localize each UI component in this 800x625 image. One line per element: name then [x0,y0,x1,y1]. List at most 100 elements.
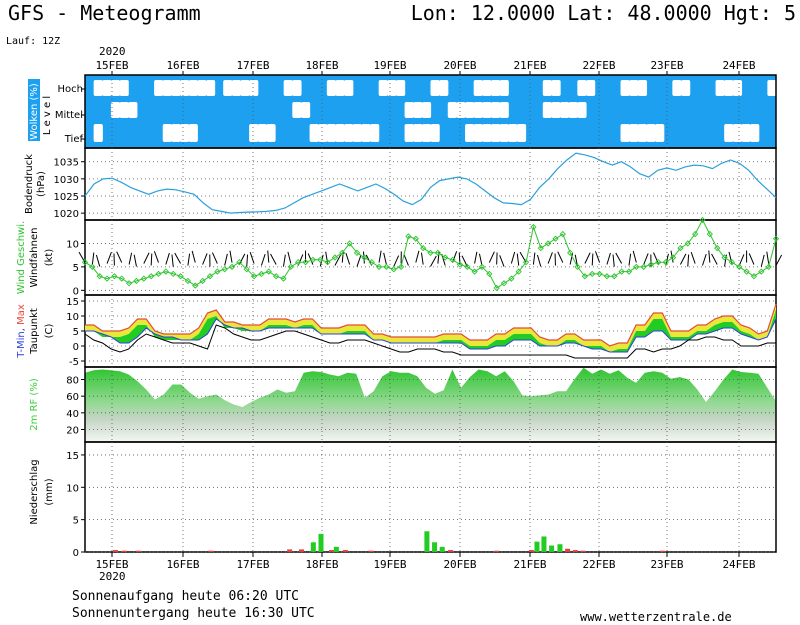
y-tick-label: 1035 [54,158,79,169]
wind-speed-point [522,259,530,266]
wind-speed-point [633,263,640,271]
y-tick-label: 10 [66,483,79,494]
wind-speed-point [206,273,214,280]
high-cloud [171,80,181,96]
wind-barb [632,250,637,263]
high-cloud [162,80,172,96]
day-label: 17FEB [236,558,269,571]
high-cloud [223,80,233,96]
mid-cloud [560,102,570,118]
mid-cloud [542,102,553,118]
precip-bar [549,545,555,552]
wind-speed-point [684,240,691,247]
precip-bar [557,544,563,552]
cloud-level-label: Hoch [58,84,83,95]
y-tick-label: 5 [73,516,79,527]
wind-barb [191,250,196,263]
wind-speed-point [596,270,603,278]
wind-speed-point [471,268,478,275]
wind-speed-point [243,266,250,273]
wind-barb [612,254,615,267]
wind-speed-point [81,259,89,266]
wind-barb [760,254,765,267]
dewpoint-line [84,324,776,359]
source-link[interactable]: www.wetterzentrale.de [580,610,732,624]
day-label: 18FEB [305,558,338,571]
wind-barb [532,252,536,265]
wind-barb [488,251,495,263]
low-cloud [508,124,518,142]
wind-barb [171,254,174,267]
low-cloud [413,124,423,142]
wind-speed-point [265,268,272,275]
low-cloud [646,124,656,142]
y-tick-label: 20 [66,426,79,437]
mid-cloud [568,102,578,118]
precip-bar [580,550,586,552]
y-tick-label: 0 [73,548,79,559]
precip-bar [572,550,578,552]
wind-barb [229,250,233,263]
wind-barb [557,251,564,263]
wind-speed-point [493,284,500,292]
high-cloud [499,80,509,96]
low-cloud [370,124,380,142]
wind-barb [595,251,601,263]
temp-range-band [85,310,776,352]
low-cloud [162,124,172,142]
wind-barb [665,253,669,266]
precipitation-frame [84,441,777,553]
wind-speed-point [383,263,390,271]
wind-barb [536,254,542,267]
chart-title: GFS - Meteogramm [8,1,201,25]
wind-speed-point [155,270,162,278]
high-cloud [231,80,242,96]
precip-bar [534,541,540,552]
wind-speed-point [464,263,471,271]
low-cloud [352,124,362,142]
wind-speed-point [89,263,96,271]
wind-speed-point [272,273,280,280]
y-tick-label: -5 [69,357,79,368]
precip-bar [208,550,214,552]
y-tick-label: 10 [66,312,79,323]
cloud-level-label: Tief [64,134,84,145]
wind-barb [690,252,696,264]
day-label: 22FEB [582,59,615,72]
y-axis-label: Wolken (%) [29,83,40,140]
wind-barb [334,254,342,266]
wind-barb [708,250,711,263]
day-label: 19FEB [373,59,406,72]
wind-speed-point [552,235,559,242]
low-cloud [404,124,414,142]
low-cloud [516,124,527,142]
low-cloud [188,124,198,142]
wind-barb [499,255,505,267]
year-top: 2020 [99,45,126,58]
low-cloud [344,124,354,142]
high-cloud [439,80,449,96]
precip-bar [342,550,348,552]
wind-speed-point [375,263,383,271]
wind-speed-point [478,263,486,271]
low-cloud [266,124,276,142]
low-cloud [335,124,345,142]
wind-barb [383,252,387,265]
wind-speed-point [662,259,669,266]
mid-cloud [577,102,587,118]
wind-barb [775,254,783,266]
y-axis-label: Niederschlag [29,459,40,524]
wind-speed-point [177,273,184,280]
wind-speed-point [405,233,412,240]
precip-bar [368,550,374,552]
wind-barb [116,251,123,263]
mid-cloud [473,102,483,118]
high-cloud [637,80,648,96]
wind-speed-point [140,275,147,282]
high-cloud [283,80,293,96]
year-bottom: 2020 [99,570,126,583]
wind-speed-point [339,249,346,256]
wind-speed-point [736,263,743,271]
high-cloud [551,80,561,96]
wind-speed-point [361,254,368,261]
